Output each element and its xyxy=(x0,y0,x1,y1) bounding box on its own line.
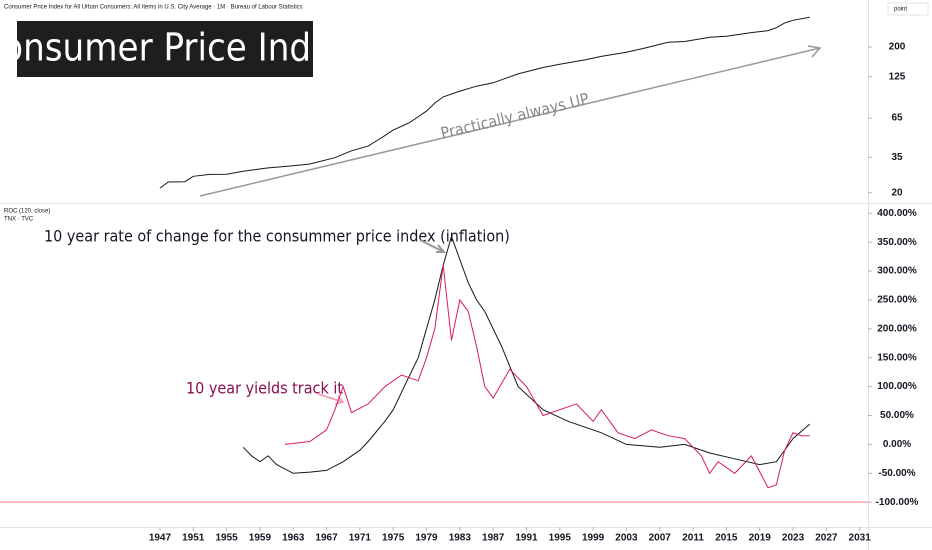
annotation-arrow xyxy=(419,239,447,253)
x-tick-label: 1951 xyxy=(182,533,205,544)
y-tick-label: 150.00% xyxy=(877,352,917,363)
x-tick-label: 2003 xyxy=(615,533,638,544)
y-tick-label: -100.00% xyxy=(876,497,919,508)
y-tick-label: 200 xyxy=(889,42,906,53)
annotation: 10 year rate of change for the consummer… xyxy=(44,227,510,246)
y-tick-label: 35 xyxy=(891,152,903,163)
x-tick-label: 1971 xyxy=(349,533,372,544)
x-tick-label: 1947 xyxy=(149,533,172,544)
heading-box xyxy=(17,21,313,77)
x-tick-label: 2027 xyxy=(815,533,838,544)
y-tick-label: 250.00% xyxy=(877,295,917,306)
legend-entry: ROC (120, close) xyxy=(4,209,50,215)
x-tick-label: 1959 xyxy=(249,533,272,544)
x-tick-label: 1999 xyxy=(582,533,605,544)
y-tick-label: 100.00% xyxy=(877,381,917,392)
x-tick-label: 1995 xyxy=(549,533,572,544)
series-line xyxy=(242,234,811,474)
unit-box xyxy=(887,2,929,16)
trend-arrow xyxy=(199,47,821,197)
y-unit: point xyxy=(894,7,907,13)
x-tick-label: 1979 xyxy=(415,533,438,544)
x-tick-label: 2015 xyxy=(715,533,738,544)
x-tick-label: 2023 xyxy=(782,533,805,544)
y-tick-label: 0.00% xyxy=(883,439,911,450)
y-tick-label: 400.00% xyxy=(877,208,917,219)
x-tick-label: 1955 xyxy=(215,533,238,544)
heading: Consumer Price Index xyxy=(0,26,352,70)
y-tick-label: 65 xyxy=(891,113,903,124)
y-tick-label: 200.00% xyxy=(877,323,917,334)
x-tick-label: 1987 xyxy=(482,533,505,544)
x-tick-label: 1983 xyxy=(449,533,472,544)
y-tick-label: 125 xyxy=(889,71,906,82)
arrow-head xyxy=(807,45,822,58)
chart-title: Consumer Price Index for All Urban Consu… xyxy=(4,5,303,11)
x-tick-label: 2011 xyxy=(682,533,704,544)
x-tick-label: 2007 xyxy=(649,533,672,544)
legend-entry: TNX · TVC xyxy=(4,217,34,223)
x-tick-label: 1975 xyxy=(382,533,405,544)
y-tick-label: 350.00% xyxy=(877,237,917,248)
y-tick-label: -50.00% xyxy=(878,468,915,479)
y-tick-label: 20 xyxy=(891,187,903,198)
x-tick-label: 2031 xyxy=(849,533,872,544)
x-tick-label: 2019 xyxy=(749,533,772,544)
series-line xyxy=(159,16,810,189)
y-tick-label: 50.00% xyxy=(880,410,914,421)
annotation: 10 year yields track it xyxy=(186,379,343,398)
x-tick-label: 1963 xyxy=(282,533,305,544)
y-tick-label: 300.00% xyxy=(877,266,917,277)
series-line xyxy=(284,265,810,489)
x-tick-label: 1991 xyxy=(515,533,538,544)
x-tick-label: 1967 xyxy=(315,533,338,544)
